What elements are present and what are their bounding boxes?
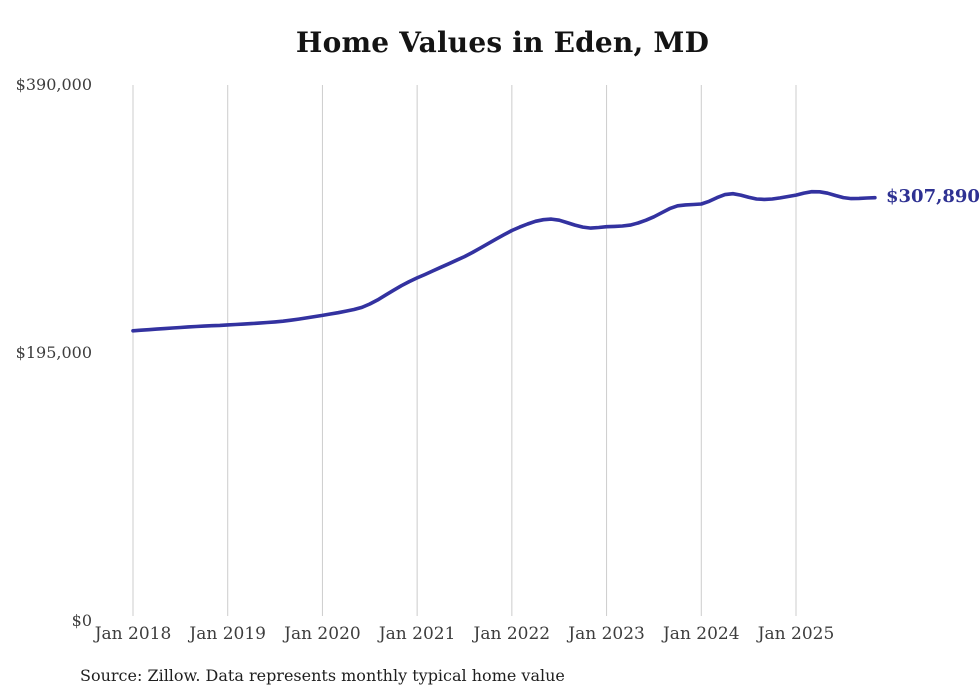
x-tick-label: Jan 2025 bbox=[757, 624, 835, 644]
chart-title: Home Values in Eden, MD bbox=[295, 26, 710, 59]
y-tick-label-0: $0 bbox=[71, 611, 92, 630]
current-value-label: $307,890 bbox=[886, 186, 980, 207]
x-tick-label: Jan 2022 bbox=[473, 624, 551, 644]
x-tick-label: Jan 2023 bbox=[568, 624, 645, 644]
x-tick-label: Jan 2021 bbox=[378, 624, 456, 644]
home-value-line bbox=[131, 189, 877, 333]
x-tick-label: Jan 2020 bbox=[284, 624, 361, 644]
x-tick-label: Jan 2019 bbox=[189, 624, 266, 644]
x-tick-label: Jan 2024 bbox=[662, 624, 740, 644]
source-note: Source: Zillow. Data represents monthly … bbox=[80, 666, 565, 685]
y-tick-label-195000: $195,000 bbox=[15, 343, 92, 362]
x-tick-label: Jan 2018 bbox=[94, 624, 172, 644]
y-tick-label-390000: $390,000 bbox=[15, 75, 92, 94]
